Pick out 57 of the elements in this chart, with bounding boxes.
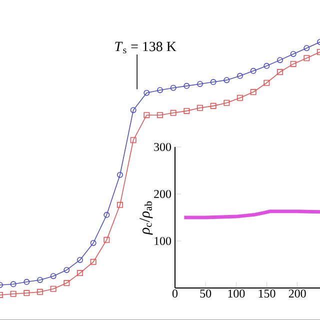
x-tick-label: 100 [228, 290, 245, 298]
point [24, 290, 30, 296]
point [37, 276, 43, 283]
point [250, 68, 256, 74]
point [197, 80, 203, 87]
point [170, 110, 176, 116]
point [50, 273, 56, 280]
y-tick-label: 200 [154, 190, 172, 198]
point [224, 100, 230, 106]
point [24, 278, 30, 285]
point [197, 104, 203, 111]
point [64, 280, 70, 286]
point [224, 77, 230, 84]
point [117, 172, 123, 178]
point [264, 80, 270, 86]
x-tick-label: 50 [200, 290, 212, 298]
x-tick-label: 0 [172, 290, 178, 298]
annotation: T$_{s}$ = 138 K [115, 42, 176, 54]
point [184, 108, 190, 114]
point [130, 137, 136, 144]
point [290, 60, 296, 67]
point [210, 102, 216, 109]
point [237, 94, 243, 101]
point [90, 240, 96, 246]
point [304, 45, 310, 52]
point [264, 62, 270, 69]
point [64, 266, 70, 273]
point [237, 72, 243, 79]
point [90, 258, 96, 265]
point [37, 288, 43, 295]
point [104, 212, 110, 218]
point [10, 290, 16, 297]
point [157, 87, 163, 94]
point [170, 84, 176, 91]
point [304, 55, 310, 62]
point [277, 57, 284, 64]
point [184, 82, 190, 89]
point [50, 286, 56, 292]
y-axis-title: ρ$_{c}$/ρ$_{ab}$ [140, 201, 153, 235]
point [277, 69, 284, 76]
point [104, 236, 110, 243]
point [144, 90, 150, 96]
point [250, 89, 256, 96]
point [144, 112, 150, 118]
point [157, 112, 163, 118]
line-series [182, 210, 320, 220]
y-tick-label: 100 [154, 236, 172, 246]
point [77, 256, 83, 263]
y-tick-label: 300 [154, 142, 172, 152]
x-tick-label: 200 [288, 290, 306, 298]
point [210, 79, 216, 86]
point [130, 107, 136, 114]
point [10, 281, 16, 288]
x-tick-label: 150 [258, 290, 276, 298]
point [117, 202, 123, 208]
point [290, 50, 296, 57]
point [77, 270, 83, 276]
